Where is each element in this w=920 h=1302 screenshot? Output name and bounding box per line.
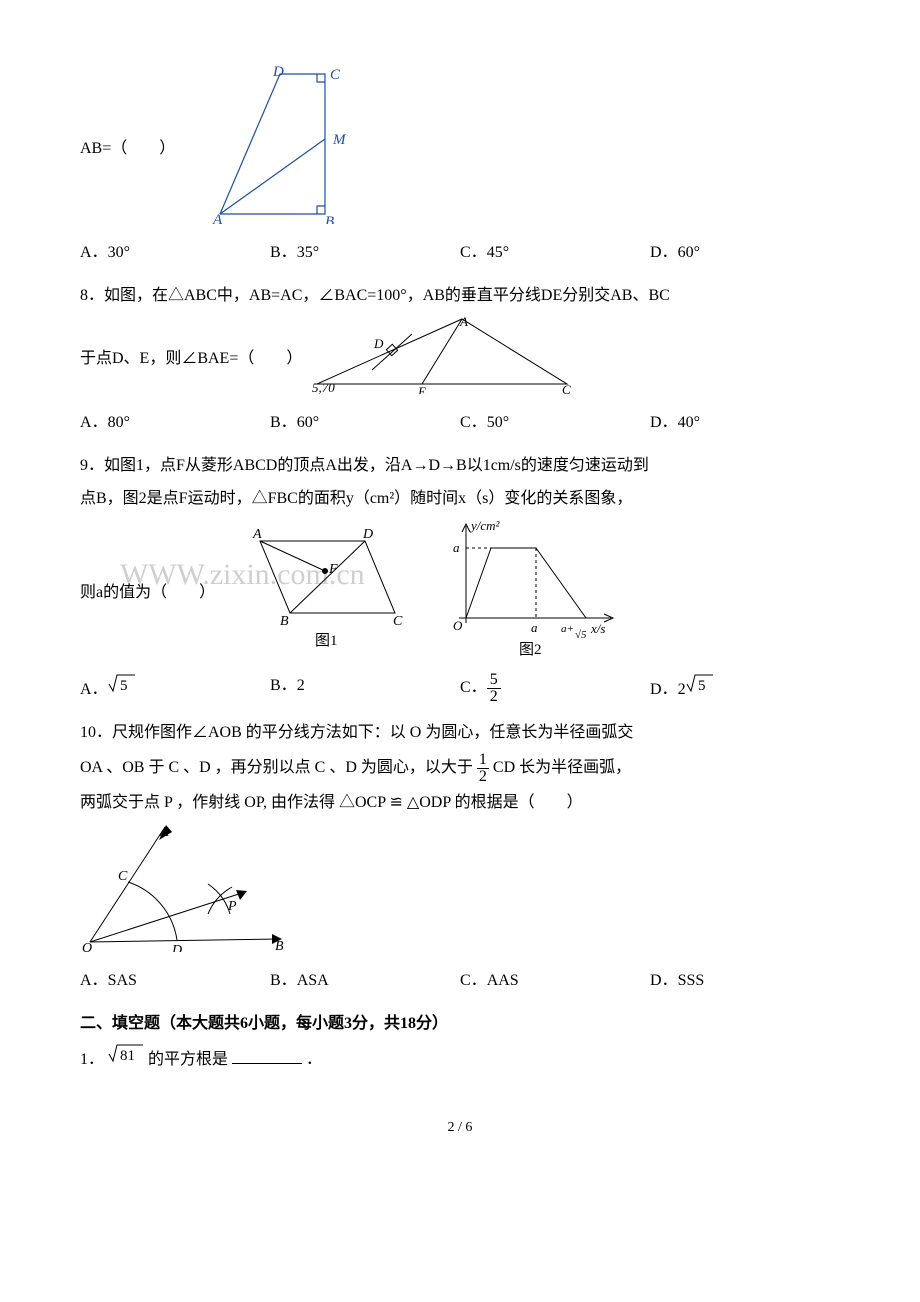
svg-text:C: C — [562, 382, 571, 394]
svg-text:A: A — [459, 314, 468, 329]
lbl-B: B — [325, 214, 334, 224]
q10-options: A．SAS B．ASA C．AAS D．SSS — [80, 967, 840, 996]
q9-options: A．5 B．2 C．52 D．25 — [80, 672, 840, 705]
svg-text:C: C — [118, 869, 128, 884]
q8-opt-d: D．40° — [650, 409, 840, 438]
q7-stem-text: AB=（ ） — [80, 140, 175, 157]
page-number: 2 / 6 — [80, 1115, 840, 1140]
q8-options: A．80° B．60° C．50° D．40° — [80, 409, 840, 438]
svg-text:a: a — [531, 620, 538, 635]
svg-text:5: 5 — [698, 678, 706, 694]
svg-text:A: A — [252, 527, 262, 542]
q9-opt-b: B．2 — [270, 672, 460, 705]
q8-opt-b: B．60° — [270, 409, 460, 438]
svg-text:C: C — [393, 614, 403, 629]
svg-text:x/s: x/s — [590, 621, 605, 636]
svg-text:D: D — [373, 336, 384, 351]
svg-text:√5: √5 — [575, 629, 587, 641]
q8-figure: 5,70 E C A D — [312, 314, 572, 405]
svg-text:y/cm²: y/cm² — [469, 518, 501, 533]
lbl-M: M — [332, 132, 347, 148]
q8-opt-a: A．80° — [80, 409, 270, 438]
q9-stem-3-row: WWW.zixin.com.cn 则a的值为（ ） A D B C F 图1 — [80, 518, 840, 669]
lbl-A: A — [212, 212, 223, 224]
lbl-C: C — [330, 67, 341, 83]
svg-text:a+: a+ — [561, 623, 574, 635]
svg-text:5: 5 — [120, 678, 128, 694]
q10-stem-1: 10．尺规作图作∠AOB 的平分线方法如下：以 O 为圆心，任意长为半径画弧交 — [80, 719, 840, 748]
q9-figure-1: A D B C F 图1 — [225, 523, 425, 664]
section2-q1: 1． 81 的平方根是 ． — [80, 1042, 840, 1075]
q10-opt-b: B．ASA — [270, 967, 460, 996]
q9-stem-1: 9．如图1，点F从菱形ABCD的顶点A出发，沿A→D→B以1cm/s的速度匀速运… — [80, 452, 840, 481]
q8-opt-c: C．50° — [460, 409, 650, 438]
q9-figure-2: y/cm² x/s a O a a+ √5 图2 — [441, 518, 621, 669]
svg-text:A: A — [159, 825, 169, 840]
fill-blank — [232, 1063, 302, 1064]
fig2-caption: 图2 — [519, 641, 542, 658]
lbl-D: D — [272, 64, 284, 80]
svg-text:O: O — [453, 618, 463, 633]
q9-opt-a: A．5 — [80, 672, 270, 705]
svg-text:E: E — [417, 384, 426, 394]
q10-stem-2: OA 、OB 于 C 、D ，再分别以点 C 、D 为圆心，以大于 12 CD … — [80, 752, 840, 785]
section2-title: 二、填空题（本大题共6小题，每小题3分，共18分） — [80, 1010, 840, 1039]
svg-text:81: 81 — [120, 1048, 135, 1064]
q7-opt-d: D．60° — [650, 239, 840, 268]
svg-text:5,70: 5,70 — [312, 380, 335, 394]
q8-stem-1: 8．如图，在△ABC中，AB=AC，∠BAC=100°，AB的垂直平分线DE分别… — [80, 282, 840, 311]
q7-opt-b: B．35° — [270, 239, 460, 268]
svg-text:D: D — [171, 943, 182, 952]
svg-text:F: F — [328, 562, 338, 577]
q10-opt-a: A．SAS — [80, 967, 270, 996]
q9-stem-2: 点B，图2是点F运动时，△FBC的面积y（cm²）随时间x（s）变化的关系图象， — [80, 485, 840, 514]
svg-text:P: P — [227, 899, 237, 914]
q7-opt-c: C．45° — [460, 239, 650, 268]
q7-stem: AB=（ ） A B C D M — [80, 64, 840, 235]
q10-opt-c: C．AAS — [460, 967, 650, 996]
q10-opt-d: D．SSS — [650, 967, 840, 996]
q9-opt-d: D．25 — [650, 672, 840, 705]
svg-text:D: D — [362, 527, 373, 542]
svg-text:a: a — [453, 540, 460, 555]
svg-text:B: B — [280, 614, 289, 629]
svg-text:O: O — [82, 941, 92, 952]
q10-stem-3: 两弧交于点 P ，作射线 OP, 由作法得 △OCP ≌ △ODP 的根据是（ … — [80, 789, 840, 818]
q10-figure: O A B C D P — [80, 822, 840, 963]
fig1-caption: 图1 — [315, 632, 338, 649]
q9-opt-c: C．52 — [460, 672, 650, 705]
svg-text:B: B — [275, 939, 284, 952]
q7-opt-a: A．30° — [80, 239, 270, 268]
q7-figure: A B C D M — [185, 64, 355, 235]
q8-stem-2: 于点D、E，则∠BAE=（ ） 5,70 E C A D — [80, 314, 840, 405]
q7-options: A．30° B．35° C．45° D．60° — [80, 239, 840, 268]
